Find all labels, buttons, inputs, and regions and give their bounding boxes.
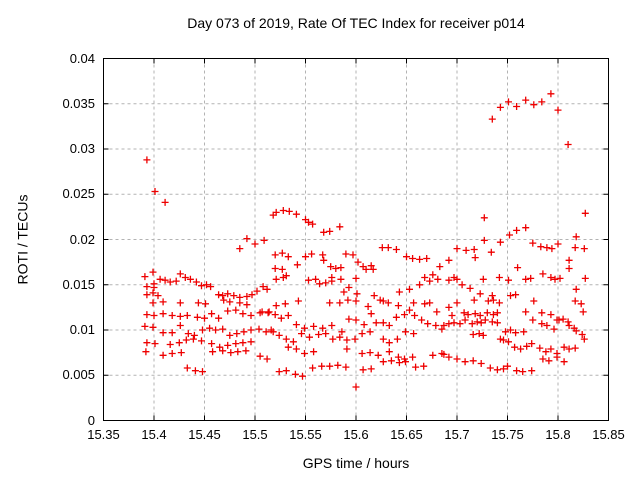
y-tick-label: 0.02 bbox=[69, 231, 95, 247]
y-tick-label: 0.03 bbox=[69, 141, 95, 156]
x-tick-label: 15.6 bbox=[343, 427, 369, 442]
x-tick-label: 15.85 bbox=[592, 427, 625, 442]
x-tick-label: 15.35 bbox=[87, 427, 120, 442]
y-tick-label: 0.01 bbox=[69, 322, 95, 337]
x-tick-label: 15.7 bbox=[444, 427, 470, 442]
chart-title: Day 073 of 2019, Rate Of TEC Index for r… bbox=[187, 15, 525, 31]
scatter-canvas bbox=[103, 58, 609, 421]
x-tick-label: 15.4 bbox=[141, 427, 167, 442]
x-tick-label: 15.55 bbox=[289, 427, 322, 442]
plot-area bbox=[103, 58, 609, 421]
x-tick-label: 15.75 bbox=[491, 427, 524, 442]
x-tick-label: 15.65 bbox=[390, 427, 423, 442]
y-tick-label: 0.005 bbox=[62, 367, 95, 383]
x-tick-label: 15.5 bbox=[242, 427, 268, 442]
x-axis-title: GPS time / hours bbox=[302, 455, 410, 471]
y-tick-label: 0.015 bbox=[62, 276, 95, 292]
y-tick-label: 0.025 bbox=[62, 186, 95, 202]
plot-border bbox=[103, 58, 609, 421]
x-tick-label: 15.45 bbox=[188, 427, 221, 442]
y-tick-label: 0.04 bbox=[69, 50, 95, 66]
y-tick-label: 0.035 bbox=[62, 95, 95, 111]
data-points bbox=[141, 90, 589, 391]
grid-lines bbox=[103, 58, 609, 421]
y-tick-label: 0 bbox=[87, 412, 95, 428]
x-tick-label: 15.8 bbox=[545, 427, 571, 442]
